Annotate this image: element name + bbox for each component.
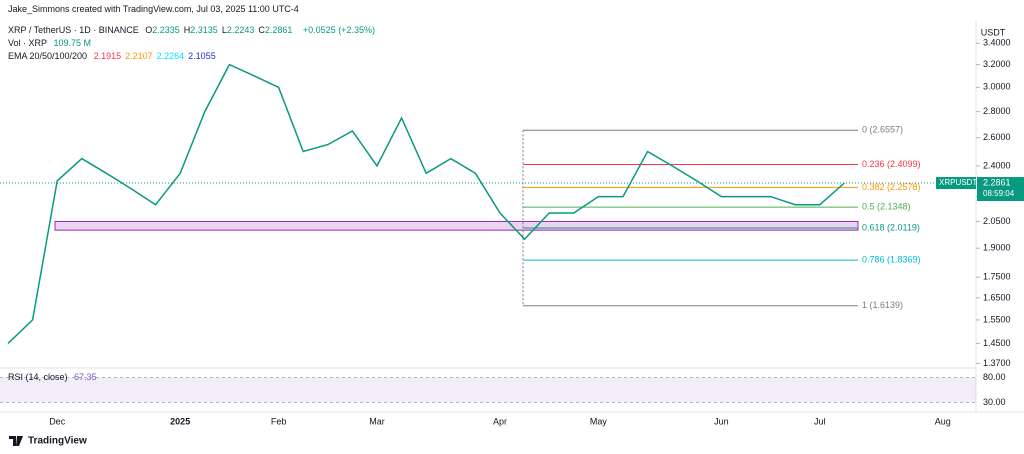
rsi-label: RSI (14, close) bbox=[8, 372, 68, 382]
symbol-line: XRP / TetherUS · 1D · BINANCE O2.2335 H2.… bbox=[8, 25, 379, 35]
ema-value: 2.2264 bbox=[156, 51, 185, 61]
y-tick-label: 2.0500 bbox=[983, 216, 1011, 226]
y-tick-label: 1.4500 bbox=[983, 338, 1011, 348]
price-tag-value: 2.2861 bbox=[983, 177, 1011, 187]
y-tick-label: 3.0000 bbox=[983, 82, 1011, 92]
fib-label: 0 (2.6557) bbox=[862, 125, 903, 135]
ema-label: EMA 20/50/100/200 bbox=[8, 51, 88, 61]
ohlc-value: 2.2861 bbox=[264, 25, 293, 35]
volume-label: Vol · XRP bbox=[8, 38, 48, 48]
price-tag-bg bbox=[977, 177, 1024, 202]
ohlc-value: 2.2243 bbox=[226, 25, 255, 35]
y-tick-label: 1.7500 bbox=[983, 272, 1011, 282]
x-tick-label: 2025 bbox=[170, 416, 190, 426]
y-tick-label: 3.2000 bbox=[983, 59, 1011, 69]
credit: Jake_Simmons created with TradingView.co… bbox=[8, 4, 299, 14]
ohlc: O2.2335 H2.3135 L2.2243 C2.2861 bbox=[145, 25, 296, 35]
fib-label: 1 (1.6139) bbox=[862, 300, 903, 310]
fib-label: 0.236 (2.4099) bbox=[862, 159, 921, 169]
volume-value: 109.75 M bbox=[53, 38, 92, 48]
ohlc-key: H bbox=[183, 25, 191, 35]
y-tick-label: 1.5500 bbox=[983, 314, 1011, 324]
ohlc-value: 2.2335 bbox=[152, 25, 180, 35]
x-tick-label: Feb bbox=[271, 416, 287, 426]
ema-value: 2.1055 bbox=[188, 51, 216, 61]
x-tick-label: Mar bbox=[369, 416, 385, 426]
price-line bbox=[7, 63, 845, 344]
ema-value: 2.1915 bbox=[93, 51, 122, 61]
ema-line: EMA 20/50/100/200 2.1915 2.2107 2.2264 2.10… bbox=[8, 51, 220, 61]
y-tick-label: 2.8000 bbox=[983, 106, 1011, 116]
rsi-tick-label: 80.00 bbox=[983, 372, 1006, 382]
ohlc-value: 2.3135 bbox=[190, 25, 218, 35]
x-tick-label: Dec bbox=[49, 416, 66, 426]
y-tick-label: 1.3700 bbox=[983, 358, 1011, 368]
price-tag-name: XRPUSDT bbox=[939, 178, 977, 187]
y-tick-label: 1.6500 bbox=[983, 292, 1011, 302]
y-tick-label: 2.6000 bbox=[983, 132, 1011, 142]
x-tick-label: May bbox=[590, 416, 608, 426]
ohlc-key: L bbox=[221, 25, 227, 35]
volume-line: Vol · XRP 109.75 M bbox=[8, 38, 95, 48]
x-tick-label: Aug bbox=[935, 416, 951, 426]
fib-label: 0.618 (2.0119) bbox=[862, 222, 920, 232]
price-tag-name-bg bbox=[936, 177, 976, 190]
y-tick-label: 3.4000 bbox=[983, 38, 1011, 48]
fib-label: 0.382 (2.2578) bbox=[862, 182, 921, 192]
x-tick-label: Apr bbox=[493, 416, 507, 426]
symbol: XRP / TetherUS · 1D · BINANCE bbox=[8, 25, 139, 35]
y-tick-label: 1.9000 bbox=[983, 243, 1011, 253]
change: +0.0525 (+2.35%) bbox=[302, 25, 375, 35]
fib-label: 0.786 (1.8369) bbox=[862, 254, 921, 264]
fib-label: 0.5 (2.1348) bbox=[862, 202, 911, 212]
brand-logo bbox=[9, 436, 23, 446]
x-tick-label: Jul bbox=[814, 416, 826, 426]
rsi-line: RSI (14, close) 67.35 bbox=[8, 372, 101, 382]
x-tick-label: Jun bbox=[714, 416, 729, 426]
rsi-tick-label: 30.00 bbox=[983, 397, 1006, 407]
price-tag-countdown: 08:59:04 bbox=[983, 189, 1015, 198]
brand: TradingView bbox=[28, 436, 87, 447]
rsi-band bbox=[0, 377, 976, 403]
price-zone bbox=[54, 220, 859, 231]
ohlc-key: O bbox=[145, 25, 153, 35]
unit-label: USDT bbox=[981, 27, 1006, 37]
ema-value: 2.2107 bbox=[125, 51, 153, 61]
y-tick-label: 2.4000 bbox=[983, 160, 1011, 170]
ohlc-key: C bbox=[258, 25, 265, 35]
rsi-value: 67.35 bbox=[74, 372, 97, 382]
